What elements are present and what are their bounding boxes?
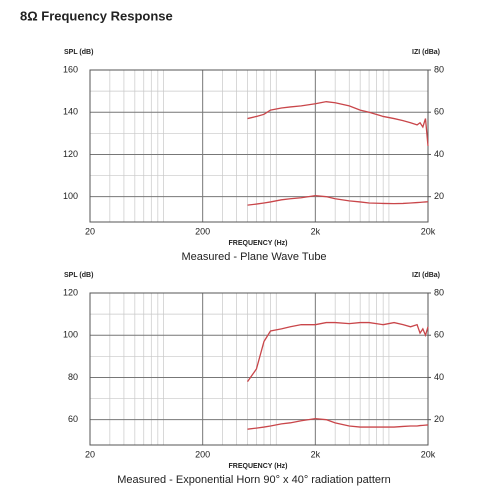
chart-caption: Measured - Plane Wave Tube (181, 251, 326, 263)
y2-tick-label: 80 (434, 64, 444, 74)
x-tick-label: 2k (311, 449, 321, 459)
y2-tick-label: 40 (434, 372, 444, 382)
y-tick-label: 60 (68, 414, 78, 424)
y-tick-label: 120 (63, 149, 78, 159)
x-axis-label: FREQUENCY (Hz) (229, 240, 288, 247)
y-tick-label: 80 (68, 372, 78, 382)
x-tick-label: 20 (85, 226, 95, 236)
y-tick-label: 120 (63, 287, 78, 297)
x-tick-label: 20k (421, 226, 436, 236)
data-line (246, 321, 429, 383)
data-line (247, 101, 429, 147)
y2-tick-label: 60 (434, 107, 444, 117)
y2-tick-label: 60 (434, 330, 444, 340)
y2-axis-label: IZI (dBa) (412, 49, 440, 56)
x-tick-label: 20 (85, 449, 95, 459)
data-line (247, 417, 429, 430)
x-tick-label: 20k (421, 449, 436, 459)
y-axis-label: SPL (dB) (64, 272, 93, 279)
x-tick-label: 2k (311, 226, 321, 236)
plot-frame (89, 292, 429, 446)
plot-frame (89, 69, 429, 223)
chart-caption: Measured - Exponential Horn 90° x 40° ra… (117, 474, 391, 486)
y-axis-label: SPL (dB) (64, 49, 93, 56)
y-tick-label: 100 (63, 191, 78, 201)
y2-tick-label: 80 (434, 287, 444, 297)
y2-tick-label: 20 (434, 414, 444, 424)
x-axis-label: FREQUENCY (Hz) (229, 463, 288, 470)
y2-tick-label: 20 (434, 191, 444, 201)
data-line (247, 194, 429, 206)
y-tick-label: 160 (63, 64, 78, 74)
y2-axis-label: IZI (dBa) (412, 272, 440, 279)
x-tick-label: 200 (195, 449, 210, 459)
y2-tick-label: 40 (434, 149, 444, 159)
y-tick-label: 140 (63, 107, 78, 117)
x-tick-label: 200 (195, 226, 210, 236)
page-title: 8Ω Frequency Response (20, 8, 173, 23)
y-tick-label: 100 (63, 330, 78, 340)
